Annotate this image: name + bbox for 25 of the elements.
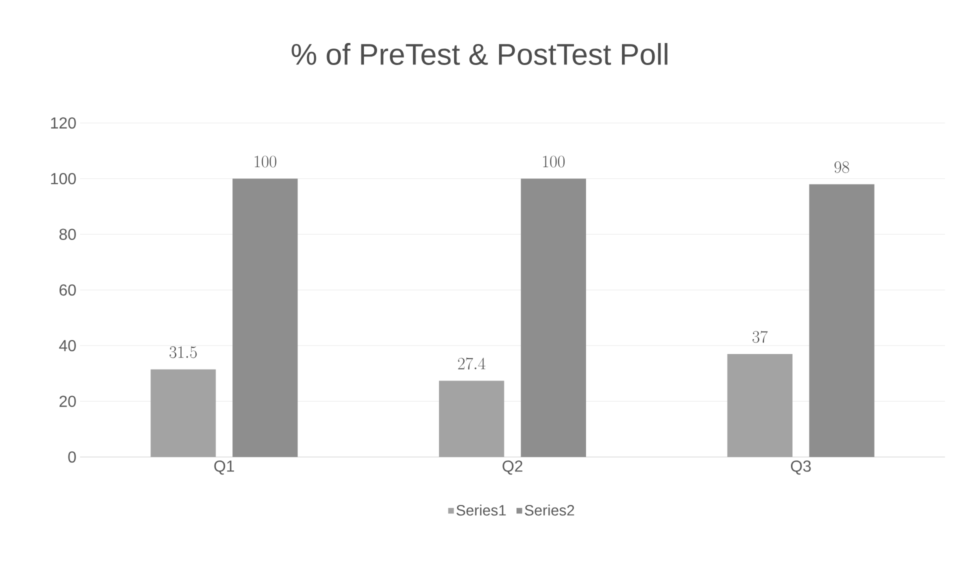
- x-tick-label: Q3: [790, 460, 811, 475]
- legend-label: Series1: [456, 504, 506, 516]
- bar: [232, 178, 298, 457]
- chart-title: % of PreTest & PostTest Poll: [292, 43, 668, 65]
- y-tick-label: 120: [51, 117, 76, 129]
- bar: [150, 369, 216, 457]
- data-label: 100: [254, 156, 276, 168]
- bar: [438, 380, 504, 457]
- data-label: 100: [543, 156, 565, 168]
- bar: [809, 184, 874, 457]
- y-tick-label: 60: [60, 284, 76, 296]
- data-label: 31 .5: [170, 346, 197, 358]
- x-tick-label: Q1: [214, 460, 234, 475]
- bar: [520, 178, 586, 457]
- y-tick-label: 80: [59, 228, 76, 240]
- data-label: 98: [834, 161, 850, 173]
- x-tick-label: Q2: [502, 460, 522, 475]
- y-tick-label: 100: [51, 173, 76, 184]
- bar: [727, 354, 792, 457]
- data-label: 37: [752, 330, 768, 343]
- y-tick-label: 0: [68, 451, 76, 463]
- y-tick-label: 20: [60, 396, 76, 407]
- legend-label: Series2: [524, 504, 574, 516]
- data-label: 27.4: [458, 358, 486, 370]
- y-tick-label: 40: [59, 340, 76, 352]
